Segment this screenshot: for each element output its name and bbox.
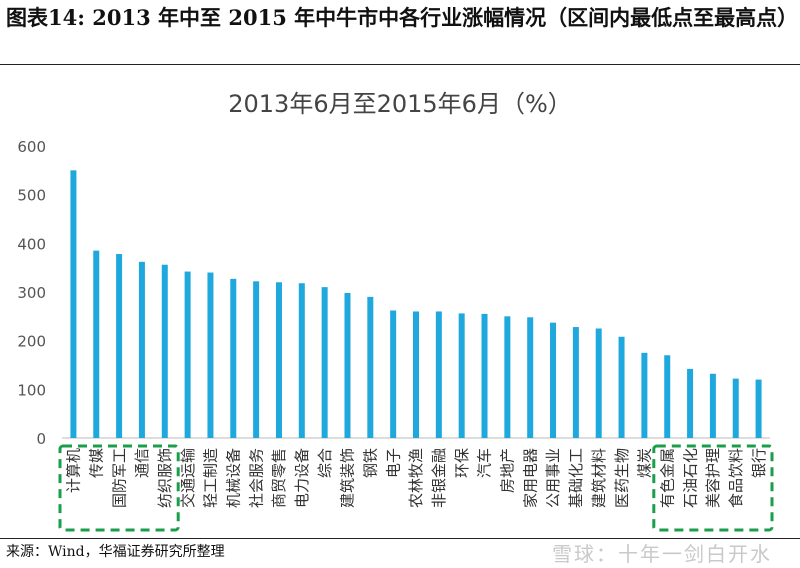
x-tick-label: 石油石化 xyxy=(681,448,699,508)
x-tick-label: 美容护理 xyxy=(704,448,722,508)
x-tick-label: 纺织服饰 xyxy=(156,448,174,508)
bar xyxy=(344,292,351,438)
bar-chart: 2013年6月至2015年6月（%） 0 100 200 300 400 500 600 计… xyxy=(17,90,774,532)
bar xyxy=(687,368,694,438)
y-tick-label: 300 xyxy=(17,284,46,302)
bar xyxy=(70,170,77,438)
x-tick-label: 家用电器 xyxy=(521,448,539,508)
bar xyxy=(595,328,602,438)
bar xyxy=(755,379,762,438)
x-tick-label: 食品饮料 xyxy=(727,448,745,508)
x-tick-label: 建筑材料 xyxy=(590,448,608,508)
bar xyxy=(138,261,145,438)
x-tick-label: 电子 xyxy=(384,448,402,478)
y-tick-label: 600 xyxy=(17,138,46,156)
bar xyxy=(367,296,374,438)
x-tick-label: 煤炭 xyxy=(636,448,654,478)
chart-title: 2013年6月至2015年6月（%） xyxy=(228,90,572,118)
bar xyxy=(618,336,625,438)
bar xyxy=(207,272,214,438)
highlight-group-box xyxy=(652,444,774,532)
x-tick-label: 钢铁 xyxy=(362,448,380,478)
x-tick-label: 汽车 xyxy=(476,448,494,478)
bottom-rule xyxy=(0,538,800,539)
x-tick-label: 农林牧渔 xyxy=(407,448,425,508)
x-tick-label: 环保 xyxy=(453,448,471,478)
bar xyxy=(253,281,260,438)
x-tick-label: 社会服务 xyxy=(247,448,265,508)
bar xyxy=(298,283,305,438)
bar xyxy=(184,271,191,438)
y-tick-label: 100 xyxy=(17,381,46,399)
bar xyxy=(321,287,328,438)
bar xyxy=(572,327,579,438)
bar xyxy=(93,250,100,438)
x-tick-label: 商贸零售 xyxy=(270,448,288,508)
y-tick-label: 200 xyxy=(17,333,46,351)
top-rule xyxy=(0,64,800,65)
x-tick-label: 综合 xyxy=(316,448,334,478)
x-tick-label: 房地产 xyxy=(499,448,517,493)
x-tick-label: 银行 xyxy=(750,448,768,478)
bar xyxy=(161,264,168,438)
x-tick-label: 国防军工 xyxy=(110,448,128,508)
x-tick-label: 轻工制造 xyxy=(202,448,220,508)
bar xyxy=(275,282,282,438)
highlight-group-box xyxy=(58,444,180,532)
x-tick-label: 电力设备 xyxy=(293,448,311,508)
y-tick-label: 500 xyxy=(17,187,46,205)
bars xyxy=(70,170,762,438)
x-tick-label: 医药生物 xyxy=(613,448,631,508)
bar xyxy=(732,378,739,438)
bar xyxy=(116,254,123,438)
bar xyxy=(527,317,534,438)
highlight-groups xyxy=(58,444,774,532)
x-tick-label: 传媒 xyxy=(87,448,105,478)
bar xyxy=(641,352,648,438)
x-tick-label: 交通运输 xyxy=(179,448,197,508)
bar xyxy=(481,313,488,438)
bar xyxy=(709,373,716,438)
bar xyxy=(230,278,237,438)
watermark: 雪球：十年一剑白开水 xyxy=(552,542,772,566)
x-tick-label: 计算机 xyxy=(65,448,83,493)
chart-area: 2013年6月至2015年6月（%） 0 100 200 300 400 500 600 计… xyxy=(0,66,800,536)
bar xyxy=(390,310,397,438)
y-tick-label: 400 xyxy=(17,235,46,253)
x-tick-label: 公用事业 xyxy=(544,448,562,508)
bar xyxy=(664,355,671,438)
figure-title: 图表14: 2013 年中至 2015 年中牛市中各行业涨幅情况（区间内最低点至… xyxy=(6,5,799,30)
bar xyxy=(435,311,442,438)
bar xyxy=(413,311,419,438)
bar xyxy=(550,322,557,438)
x-tick-label: 基础化工 xyxy=(567,448,585,508)
x-axis-labels: 计算机 传媒 国防军工 通信 纺织服饰 交通运输 轻工制造 机械设备 社会服务 商贸零售 电力设备综… xyxy=(65,448,768,508)
x-tick-label: 非银金融 xyxy=(430,448,448,508)
bar xyxy=(458,313,465,438)
x-tick-label: 通信 xyxy=(133,448,151,478)
x-tick-label: 建筑装饰 xyxy=(339,448,357,508)
x-tick-label: 有色金属 xyxy=(658,448,676,508)
y-tick-label: 0 xyxy=(36,430,46,448)
source-note: 来源：Wind，华福证券研究所整理 xyxy=(6,544,225,560)
x-tick-label: 机械设备 xyxy=(224,448,242,508)
bar xyxy=(504,316,511,438)
y-axis-ticks: 0 100 200 300 400 500 600 xyxy=(17,138,46,448)
